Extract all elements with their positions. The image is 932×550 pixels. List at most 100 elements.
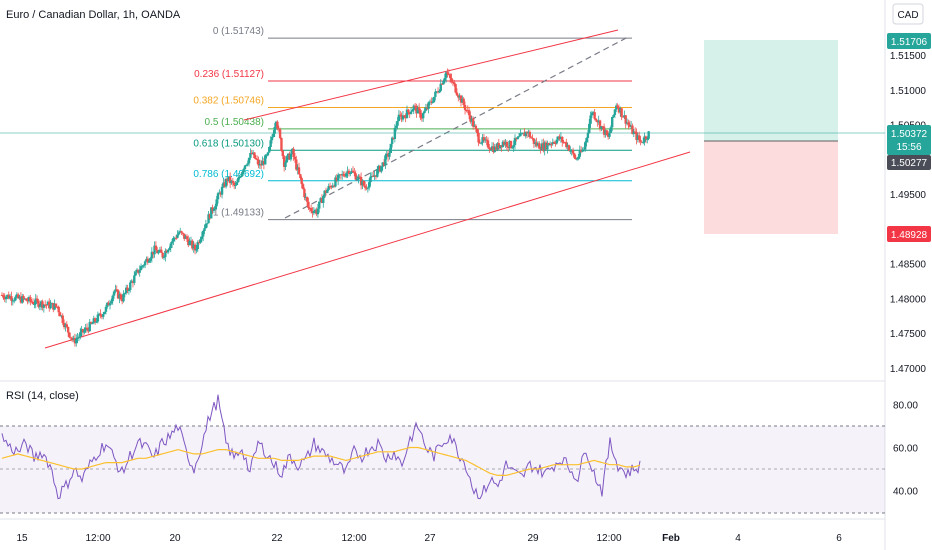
candle-body <box>89 322 93 324</box>
candle-body <box>305 197 309 202</box>
candle-body <box>116 290 120 299</box>
candle-body <box>508 140 511 148</box>
candle-body <box>62 323 66 328</box>
current-price-text: 1.50372 <box>891 129 928 140</box>
candle-body <box>12 300 16 302</box>
candle-body <box>353 172 356 174</box>
candle-body <box>41 301 44 308</box>
candle-body <box>565 142 568 148</box>
candle-body <box>462 98 465 106</box>
candle-body <box>235 182 239 186</box>
candle-body <box>328 185 332 187</box>
candle-body <box>362 180 365 186</box>
candle-body <box>500 145 503 147</box>
candle-body <box>71 338 74 340</box>
candle-body <box>584 142 587 150</box>
candle-body <box>261 161 264 166</box>
candle-body <box>138 270 141 273</box>
candle-body <box>212 208 216 211</box>
candle-body <box>561 136 564 142</box>
profit-zone[interactable] <box>704 40 838 141</box>
candle-body <box>280 138 283 151</box>
fib-level-label: 1 (1.49133) <box>213 208 264 219</box>
channel-upper-line[interactable] <box>243 29 619 121</box>
time-tick-label: 29 <box>527 533 539 544</box>
candle-body <box>61 315 64 324</box>
candle-body <box>99 313 102 316</box>
candle-body <box>592 112 595 114</box>
candle-body <box>563 142 567 144</box>
candle-body <box>463 105 467 110</box>
candle-body <box>115 289 118 291</box>
candle-body <box>524 131 527 137</box>
candle-body <box>231 180 235 183</box>
candle-body <box>540 143 544 150</box>
candle-body <box>278 129 282 139</box>
candle-body <box>543 142 546 151</box>
candle-body <box>103 311 106 314</box>
candle-body <box>211 207 214 211</box>
candle-body <box>449 74 452 79</box>
candle-body <box>191 240 194 249</box>
candle-body <box>326 189 329 193</box>
candle-body <box>242 169 245 172</box>
candle-body <box>516 136 519 140</box>
currency-button[interactable] <box>892 3 924 25</box>
candle-body <box>184 236 187 239</box>
time-tick-label: 12:00 <box>85 533 110 544</box>
candle-body <box>643 136 646 142</box>
fib-trend-line[interactable] <box>284 35 631 219</box>
candle-body <box>160 249 163 253</box>
candle-body <box>385 153 388 156</box>
candle-body <box>277 128 280 130</box>
candle-body <box>114 289 117 292</box>
candle-body <box>606 134 610 137</box>
candle-body <box>238 176 241 178</box>
candle-body <box>481 137 484 143</box>
candle-body <box>254 158 257 160</box>
loss-zone[interactable] <box>704 141 838 234</box>
candle-body <box>120 299 124 302</box>
candle-body <box>551 142 554 144</box>
candle-body <box>612 114 615 117</box>
candle-body <box>153 245 156 255</box>
candle-body <box>130 281 133 283</box>
candle-body <box>273 127 276 134</box>
channel-lower-line[interactable] <box>44 151 691 349</box>
candle-body <box>558 136 561 139</box>
candle-body <box>319 198 322 202</box>
candle-body <box>65 324 68 328</box>
price-tick-label: 1.47000 <box>890 364 927 375</box>
fibonacci-retracement[interactable]: 0 (1.51743) 0.236 (1.51127) 0.382 (1.50746… <box>193 26 632 221</box>
entry-price-text: 1.50277 <box>891 158 928 169</box>
candle-body <box>84 327 87 331</box>
time-axis[interactable]: 15 12:00 20 22 12:00 27 29 12:00 Feb 4 6 <box>16 533 842 544</box>
candle-body <box>332 185 336 187</box>
candle-body <box>222 182 225 187</box>
candle-body <box>426 107 429 109</box>
candle-body <box>350 170 353 174</box>
candle-body <box>0 294 4 296</box>
candle-body <box>397 114 401 121</box>
candle-body <box>200 236 203 240</box>
candle-body <box>216 193 220 200</box>
candle-body <box>347 170 351 174</box>
candle-body <box>454 84 457 93</box>
rsi-tick-label: 40.00 <box>893 487 918 498</box>
candle-body <box>133 275 136 283</box>
candle-body <box>158 249 162 252</box>
candle-body <box>625 122 629 124</box>
candle-body <box>234 185 237 187</box>
candle-body <box>169 243 172 249</box>
candle-body <box>443 77 446 81</box>
candle-body <box>112 291 116 296</box>
time-tick-label: 12:00 <box>596 533 621 544</box>
candle-body <box>455 92 459 96</box>
candle-body <box>619 108 622 113</box>
candle-body <box>327 185 330 190</box>
candle-body <box>30 301 33 303</box>
candle-body <box>459 95 463 103</box>
rsi-axis[interactable]: 80.00 60.00 40.00 <box>893 401 918 498</box>
candle-body <box>161 252 164 258</box>
